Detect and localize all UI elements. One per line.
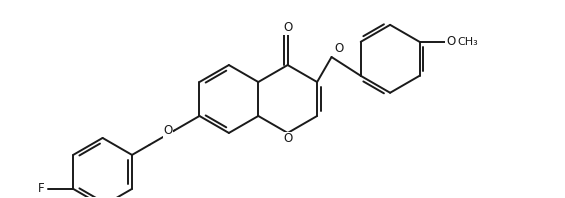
Text: F: F (37, 182, 44, 195)
Text: CH₃: CH₃ (458, 37, 478, 47)
Text: O: O (283, 21, 292, 34)
Text: O: O (283, 132, 292, 145)
Text: O: O (334, 42, 344, 55)
Text: O: O (163, 124, 173, 137)
Text: O: O (446, 35, 455, 48)
